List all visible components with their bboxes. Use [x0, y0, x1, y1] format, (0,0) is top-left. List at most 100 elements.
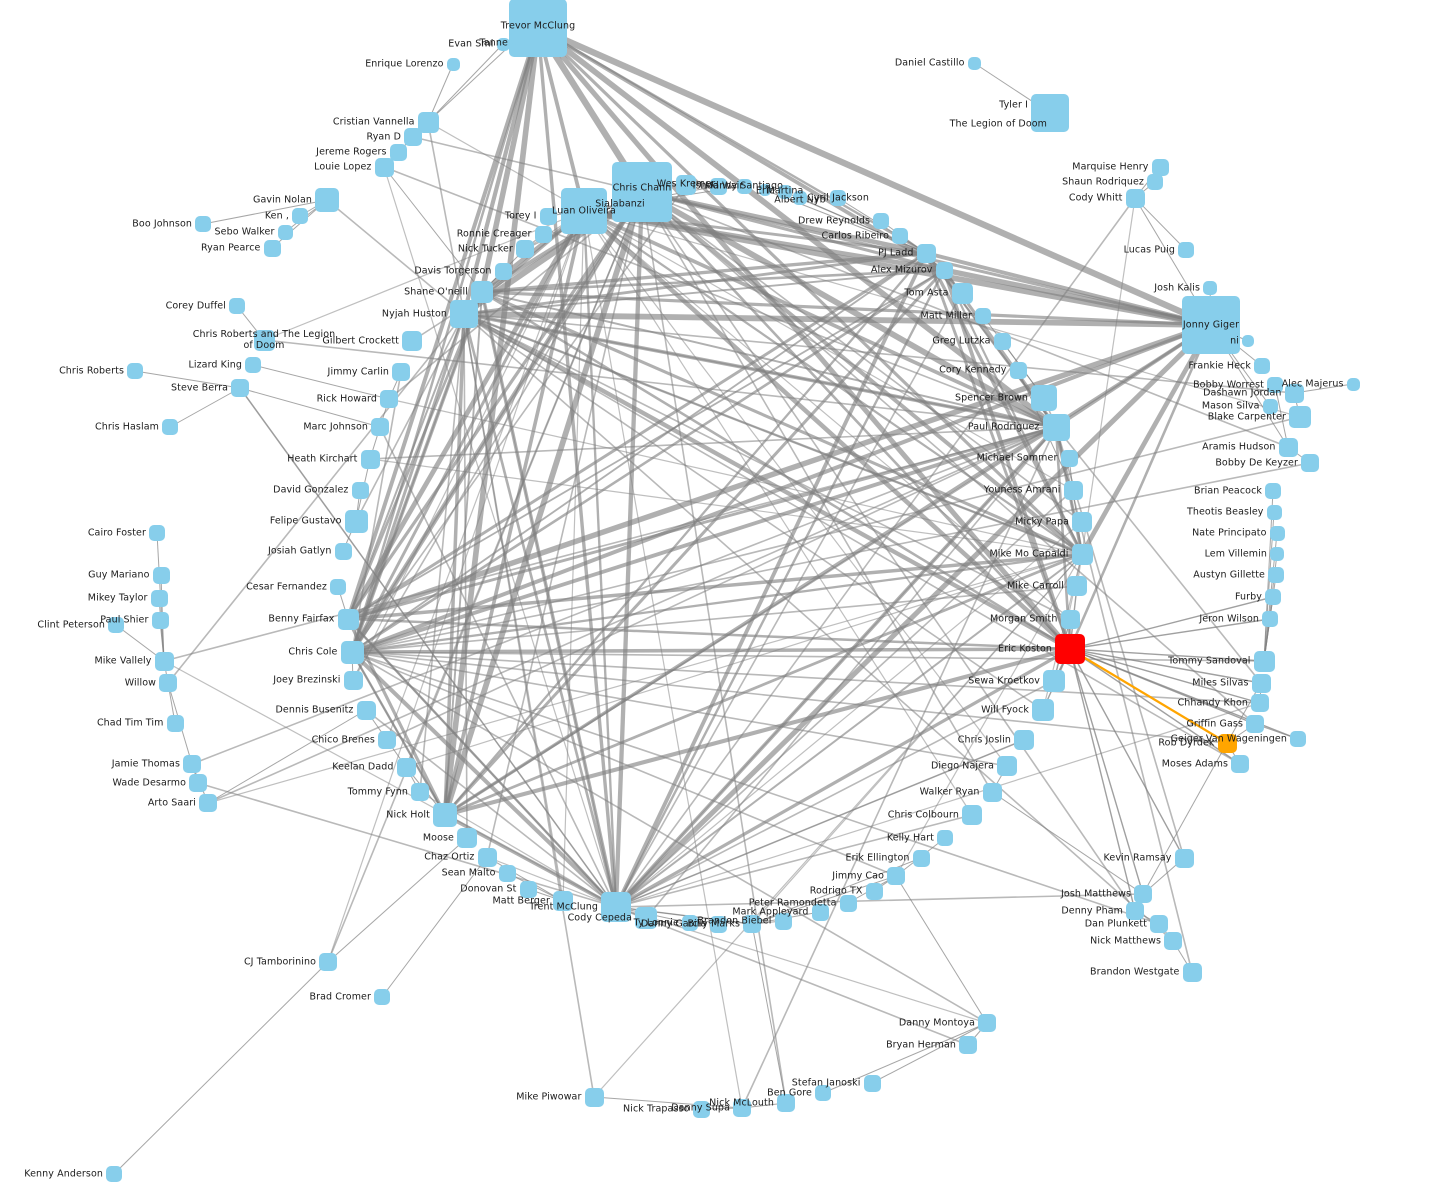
graph-node[interactable]	[150, 589, 168, 607]
graph-node[interactable]	[378, 731, 396, 749]
graph-node[interactable]	[534, 225, 552, 243]
graph-node[interactable]	[1301, 454, 1319, 472]
graph-node[interactable]	[1182, 296, 1240, 354]
graph-node[interactable]	[154, 651, 174, 671]
graph-node[interactable]	[1289, 406, 1311, 428]
graph-node[interactable]	[446, 57, 460, 71]
graph-node[interactable]	[1203, 281, 1217, 295]
graph-node[interactable]	[263, 239, 281, 257]
graph-node[interactable]	[1278, 437, 1298, 457]
graph-node[interactable]	[1253, 650, 1275, 672]
graph-node[interactable]	[127, 363, 143, 379]
graph-node[interactable]	[1266, 504, 1282, 520]
graph-node[interactable]	[1254, 358, 1270, 374]
graph-node[interactable]	[1031, 94, 1069, 132]
graph-node[interactable]	[1284, 383, 1304, 403]
graph-node[interactable]	[1134, 885, 1152, 903]
graph-node[interactable]	[1060, 449, 1078, 467]
graph-node[interactable]	[1265, 589, 1281, 605]
graph-node[interactable]	[389, 143, 407, 161]
graph-node[interactable]	[815, 1085, 831, 1101]
graph-node[interactable]	[1182, 962, 1202, 982]
graph-node[interactable]	[433, 803, 457, 827]
graph-node[interactable]	[1125, 188, 1145, 208]
graph-node[interactable]	[601, 892, 631, 922]
graph-node[interactable]	[1269, 525, 1285, 541]
graph-node[interactable]	[692, 1100, 710, 1118]
graph-node[interactable]	[1251, 673, 1271, 693]
graph-node[interactable]	[612, 162, 672, 222]
graph-node[interactable]	[183, 755, 201, 773]
graph-node[interactable]	[1147, 174, 1163, 190]
graph-node[interactable]	[319, 953, 337, 971]
graph-node[interactable]	[402, 331, 422, 351]
graph-node[interactable]	[516, 240, 534, 258]
graph-node[interactable]	[334, 542, 352, 560]
graph-node[interactable]	[709, 915, 727, 933]
graph-node[interactable]	[1031, 385, 1057, 411]
graph-node[interactable]	[1242, 335, 1254, 347]
graph-node[interactable]	[1246, 715, 1264, 733]
graph-node[interactable]	[411, 783, 429, 801]
graph-node[interactable]	[873, 213, 889, 229]
graph-node[interactable]	[1032, 699, 1054, 721]
graph-node[interactable]	[1178, 242, 1194, 258]
graph-node[interactable]	[292, 208, 308, 224]
graph-node[interactable]	[159, 674, 177, 692]
graph-node[interactable]	[199, 794, 217, 812]
graph-node[interactable]	[245, 357, 261, 373]
graph-node[interactable]	[892, 228, 908, 244]
graph-node[interactable]	[519, 880, 537, 898]
graph-node[interactable]	[1043, 670, 1065, 692]
graph-node[interactable]	[1346, 377, 1360, 391]
graph-node[interactable]	[709, 177, 727, 195]
graph-node[interactable]	[337, 608, 359, 630]
graph-node[interactable]	[457, 828, 477, 848]
graph-node[interactable]	[584, 1087, 604, 1107]
graph-node[interactable]	[682, 915, 698, 931]
graph-node[interactable]	[1151, 158, 1169, 176]
graph-node[interactable]	[450, 300, 478, 328]
graph-node[interactable]	[229, 298, 245, 314]
graph-node[interactable]	[975, 308, 991, 324]
graph-node[interactable]	[152, 566, 170, 584]
graph-node[interactable]	[778, 185, 792, 199]
graph-node[interactable]	[371, 418, 389, 436]
graph-node[interactable]	[343, 670, 363, 690]
graph-node[interactable]	[477, 847, 497, 867]
graph-node[interactable]	[1262, 398, 1278, 414]
graph-node[interactable]	[392, 363, 410, 381]
graph-node[interactable]	[396, 757, 416, 777]
graph-node[interactable]	[1042, 413, 1070, 441]
graph-node[interactable]	[494, 262, 512, 280]
graph-node[interactable]	[865, 882, 883, 900]
graph-node[interactable]	[1268, 567, 1284, 583]
graph-node[interactable]	[539, 207, 557, 225]
graph-node[interactable]	[839, 894, 857, 912]
graph-node[interactable]	[635, 907, 657, 929]
graph-node[interactable]	[1126, 902, 1144, 920]
graph-node[interactable]	[511, 31, 525, 45]
graph-node[interactable]	[1267, 377, 1283, 393]
graph-node[interactable]	[380, 390, 398, 408]
graph-node[interactable]	[277, 224, 293, 240]
graph-node[interactable]	[1055, 634, 1085, 664]
graph-node[interactable]	[360, 449, 380, 469]
graph-node[interactable]	[417, 111, 439, 133]
graph-node[interactable]	[315, 188, 339, 212]
graph-node[interactable]	[759, 184, 771, 196]
graph-node[interactable]	[1014, 730, 1034, 750]
graph-node[interactable]	[736, 178, 752, 194]
graph-node[interactable]	[1150, 915, 1168, 933]
graph-node[interactable]	[149, 525, 165, 541]
graph-node[interactable]	[916, 243, 936, 263]
graph-node[interactable]	[374, 989, 390, 1005]
graph-node[interactable]	[935, 261, 953, 279]
graph-node[interactable]	[106, 1166, 122, 1182]
graph-node[interactable]	[231, 379, 249, 397]
graph-node[interactable]	[863, 1074, 881, 1092]
graph-node[interactable]	[404, 128, 422, 146]
graph-node[interactable]	[344, 509, 368, 533]
graph-node[interactable]	[1270, 547, 1284, 561]
graph-node[interactable]	[1251, 694, 1269, 712]
